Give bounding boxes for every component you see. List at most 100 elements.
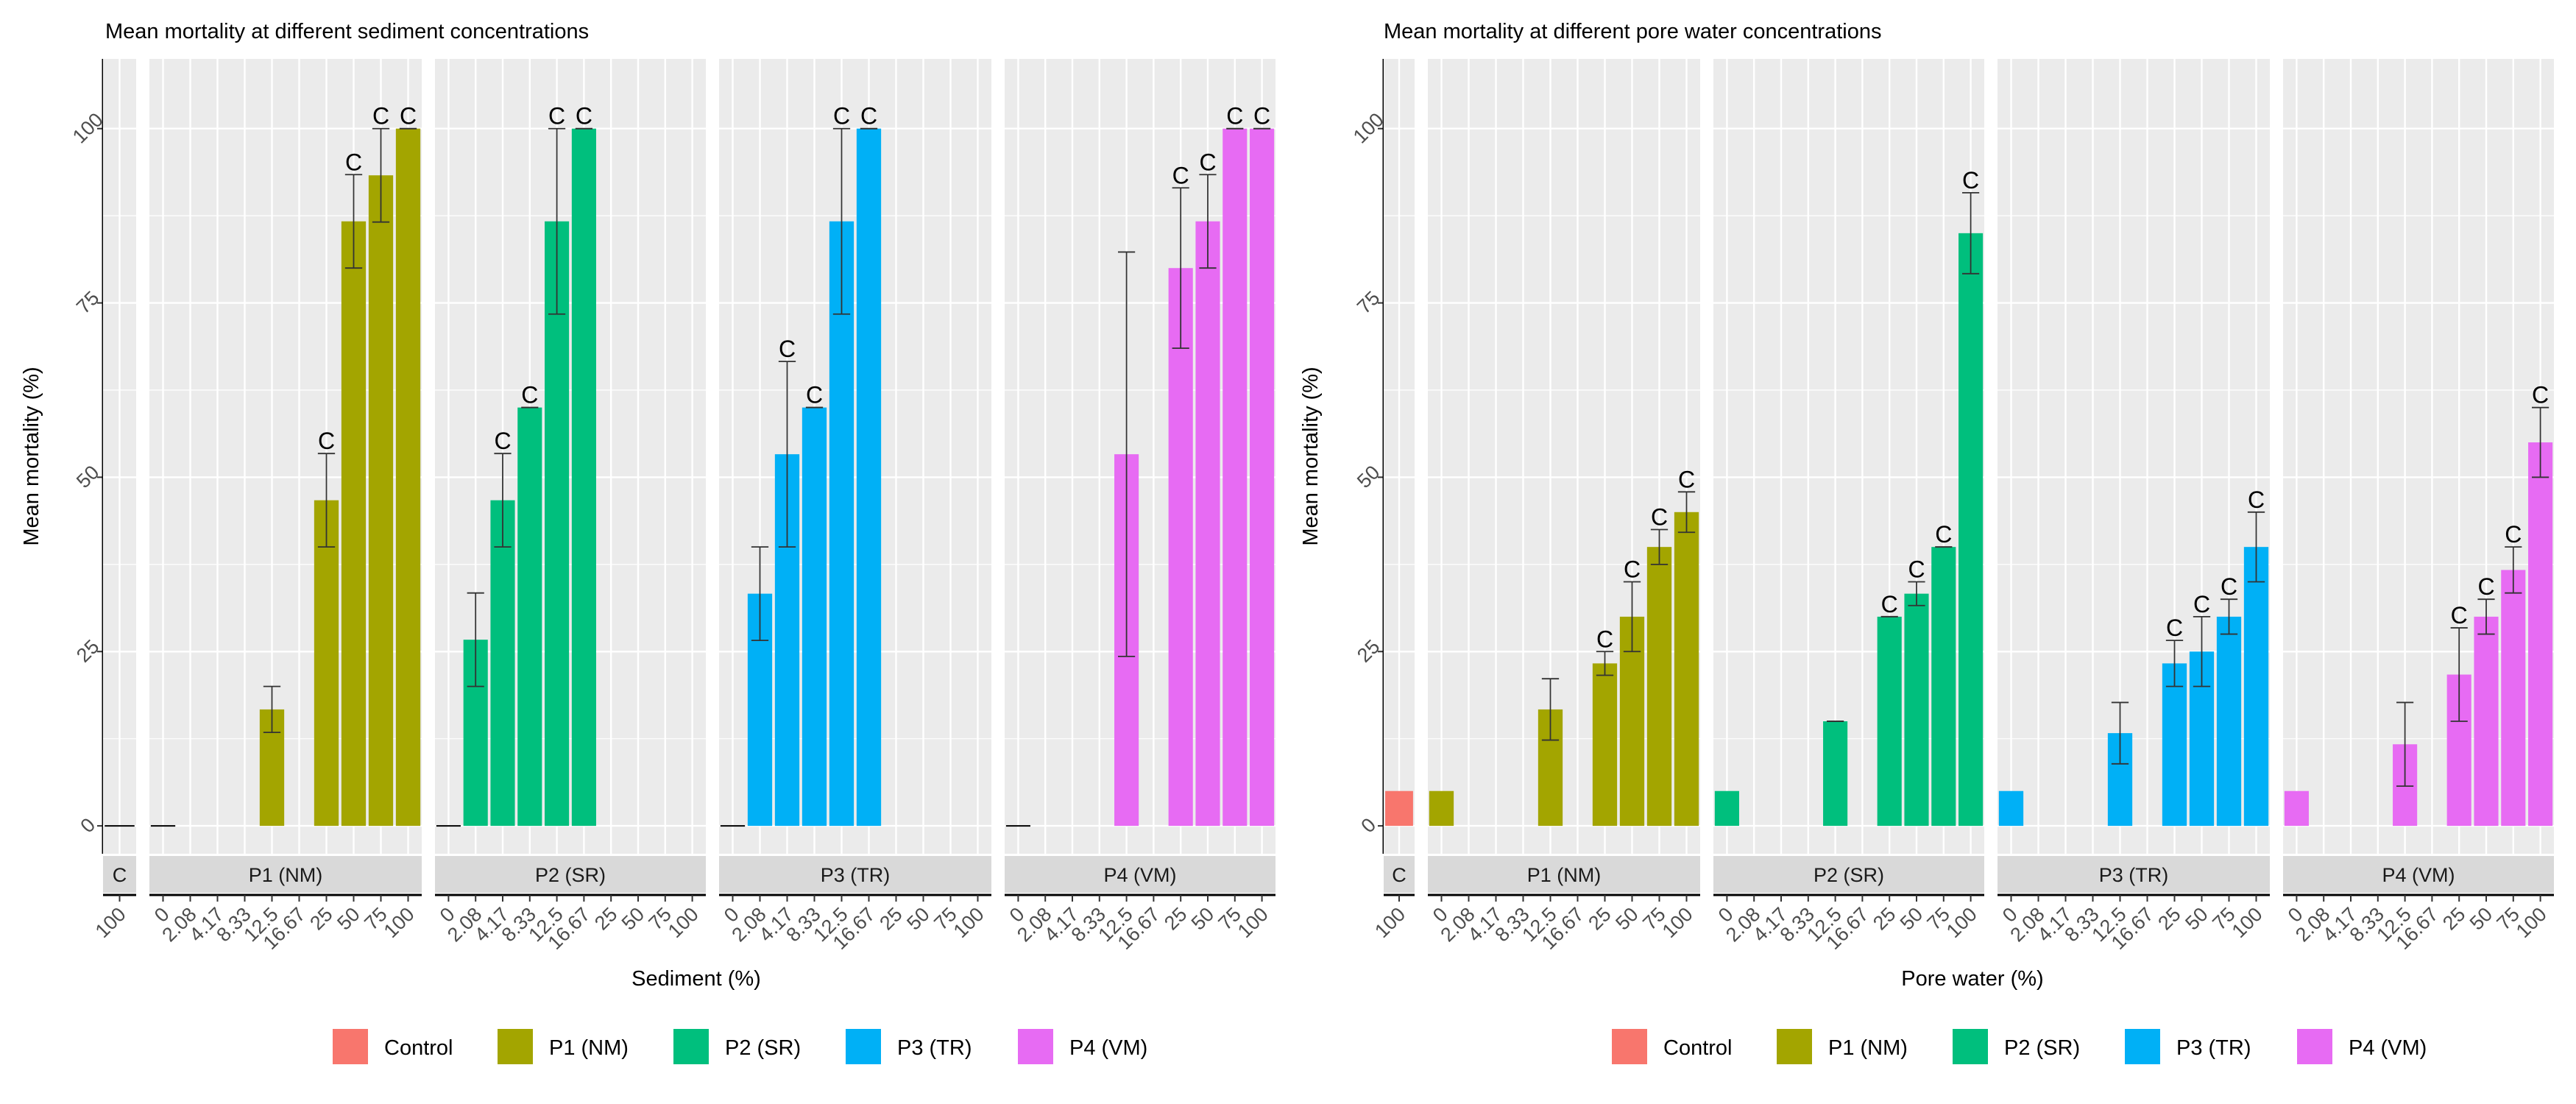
error-bar	[2111, 701, 2129, 765]
y-tick-label: 0	[1356, 813, 1380, 837]
bar	[1222, 128, 1248, 827]
bar	[2528, 442, 2553, 827]
significance-label: C	[2248, 486, 2265, 513]
legend-label: P3 (TR)	[897, 1036, 972, 1060]
bar	[545, 221, 570, 827]
error-bar	[2505, 546, 2522, 594]
facet-control: C 100	[1370, 59, 1415, 942]
legend-swatch	[498, 1029, 533, 1064]
x-tick-label: 100	[380, 903, 419, 942]
legend: Control P1 (NM) P2 (SR) P3 (TR) P4 (VM)	[1612, 1029, 2427, 1064]
bar	[1646, 547, 1672, 827]
bar	[1823, 721, 1848, 827]
bar	[395, 128, 421, 827]
significance-label: C	[2451, 602, 2468, 629]
bar	[368, 175, 394, 827]
legend-label: P3 (TR)	[2176, 1036, 2251, 1060]
significance-label: C	[1651, 503, 1668, 530]
bar	[1998, 790, 2024, 827]
significance-label: C	[521, 382, 538, 408]
significance-label: C	[1908, 556, 1925, 583]
legend-swatch	[1777, 1029, 1812, 1064]
bar	[1429, 790, 1454, 827]
bar	[2216, 616, 2242, 827]
porewater-chart: Mean mortality at different pore water c…	[1299, 20, 2554, 1064]
x-tick-label: 100	[1942, 903, 1981, 942]
significance-label: C	[2505, 521, 2522, 548]
error-bar	[1118, 251, 1136, 657]
significance-label: C	[779, 336, 796, 362]
facet-strip	[2283, 856, 2554, 893]
error-bar	[1199, 174, 1217, 269]
significance-label: C	[400, 103, 417, 130]
legend-label: Control	[1663, 1036, 1733, 1060]
bar	[1168, 268, 1193, 827]
y-tick-label: 100	[1349, 108, 1388, 147]
significance-label: C	[1226, 103, 1243, 130]
error-bar	[1172, 187, 1189, 350]
facet-strip	[149, 856, 422, 893]
legend-item: P3 (TR)	[2125, 1029, 2251, 1064]
bar	[1195, 221, 1220, 827]
facet-strip-label: C	[1392, 864, 1406, 886]
legend-swatch	[2125, 1029, 2160, 1064]
bar	[2162, 663, 2187, 827]
bar	[1674, 512, 1699, 827]
legend-swatch	[1612, 1029, 1647, 1064]
error-bar	[1677, 491, 1696, 534]
facet-strip	[1005, 856, 1275, 893]
facet-strip-label: P1 (NM)	[249, 864, 323, 886]
significance-label: C	[2221, 573, 2237, 600]
legend-item: P4 (VM)	[2297, 1029, 2427, 1064]
sediment-chart: Mean mortality at different sediment con…	[20, 20, 1275, 1064]
error-bar	[548, 127, 566, 315]
significance-label: C	[1172, 162, 1189, 188]
legend-item: P2 (SR)	[673, 1029, 801, 1064]
error-bar	[467, 592, 484, 687]
bar	[1931, 547, 1956, 827]
significance-label: C	[2193, 591, 2210, 618]
y-tick-label: 100	[68, 108, 107, 147]
legend: Control P1 (NM) P2 (SR) P3 (TR) P4 (VM)	[333, 1029, 1147, 1064]
facet-strip-label: P1 (NM)	[1527, 864, 1602, 886]
bar	[829, 221, 854, 827]
error-bar	[2247, 511, 2265, 583]
facet-strip	[435, 856, 706, 893]
y-tick-label: 75	[1353, 287, 1384, 318]
legend-swatch	[2297, 1029, 2332, 1064]
chart-title: Mean mortality at different pore water c…	[1384, 20, 1881, 43]
significance-label: C	[1253, 103, 1270, 130]
bar	[1714, 790, 1739, 827]
legend-swatch	[846, 1029, 881, 1064]
facet-strip	[1428, 856, 1700, 893]
legend-label: P1 (NM)	[1828, 1036, 1908, 1060]
legend-swatch	[333, 1029, 368, 1064]
significance-label: C	[576, 103, 592, 130]
bar	[2284, 790, 2309, 827]
error-bar	[1908, 581, 1925, 606]
bar	[1250, 128, 1275, 827]
significance-label: C	[2477, 573, 2494, 600]
legend-swatch	[1953, 1029, 1988, 1064]
facet-strip	[719, 856, 991, 893]
error-bar	[2193, 615, 2211, 687]
significance-label: C	[2166, 615, 2183, 641]
x-tick-label: 100	[949, 903, 988, 942]
error-bar	[1541, 678, 1560, 741]
legend-swatch	[1018, 1029, 1053, 1064]
legend-item: Control	[1612, 1029, 1733, 1064]
significance-label: C	[2532, 382, 2549, 408]
significance-label: C	[833, 103, 850, 130]
bar	[1904, 593, 1929, 827]
y-tick-label: 25	[1353, 635, 1384, 666]
error-bar	[2165, 640, 2184, 687]
error-bar	[1623, 581, 1641, 653]
error-bar	[494, 453, 512, 548]
significance-label: C	[1624, 556, 1641, 583]
significance-label: C	[1678, 466, 1695, 492]
